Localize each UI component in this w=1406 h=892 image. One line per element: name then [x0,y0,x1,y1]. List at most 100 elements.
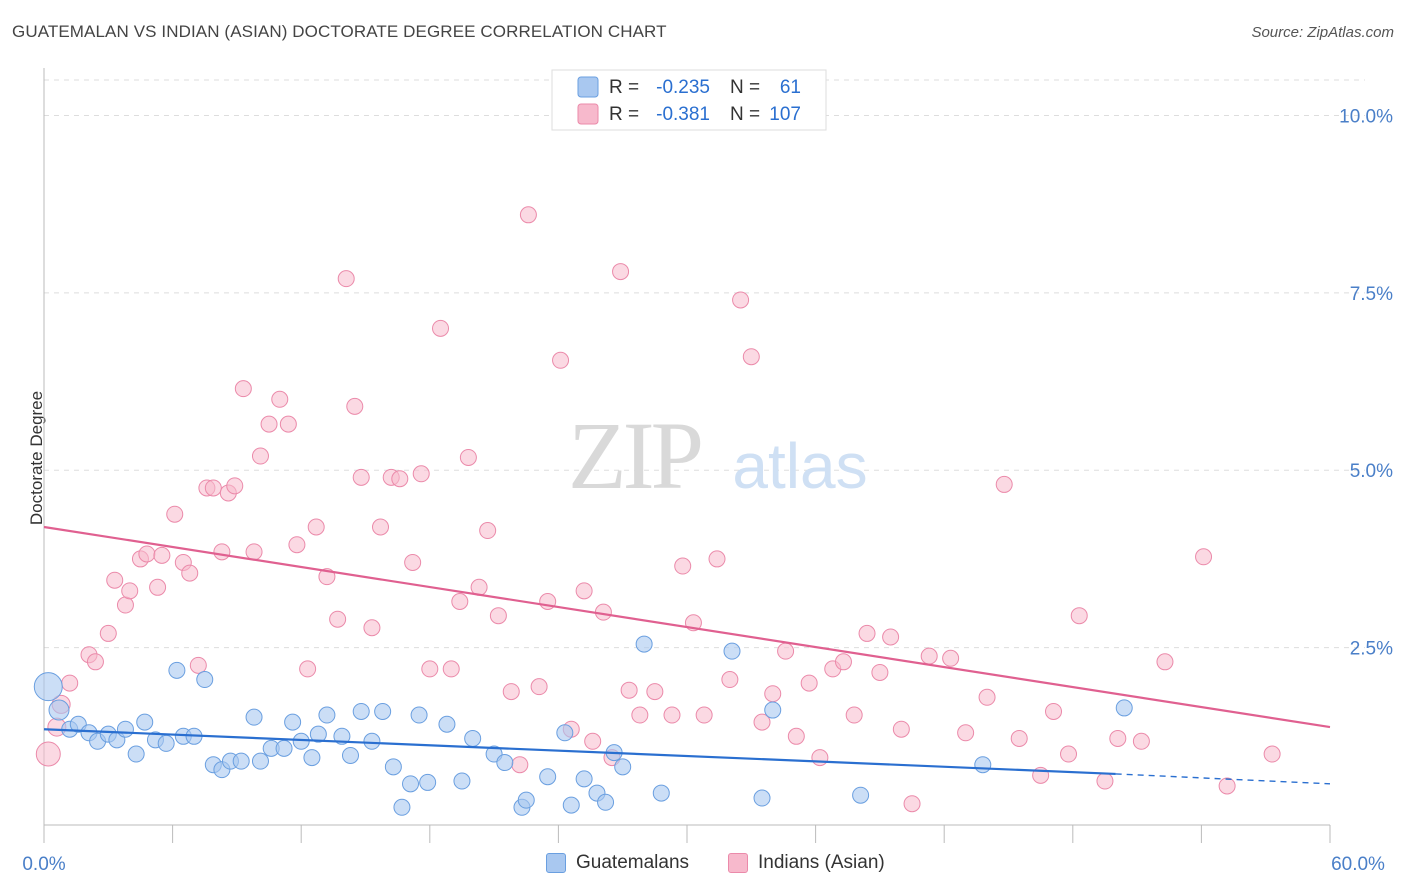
data-point-indians-asian [432,319,450,337]
data-point-indians-asian [234,380,252,398]
data-point-guatemalans [168,661,186,679]
series-guatemalans [33,635,1133,816]
data-point-indians-asian [646,683,664,701]
data-point-indians-asian [1045,702,1063,720]
chart-title: GUATEMALAN VS INDIAN (ASIAN) DOCTORATE D… [12,22,667,41]
data-point-guatemalans [614,758,632,776]
data-point-indians-asian [1195,548,1213,566]
data-point-guatemalans [419,773,437,791]
legend-r-value: -0.381 [656,104,710,125]
data-point-guatemalans [284,713,302,731]
data-point-guatemalans [517,791,535,809]
data-point-indians-asian [1096,772,1114,790]
data-point-indians-asian [35,741,61,767]
data-point-indians-asian [674,557,692,575]
data-point-indians-asian [612,263,630,281]
data-point-guatemalans [232,752,250,770]
data-point-guatemalans [575,770,593,788]
data-point-guatemalans [393,798,411,816]
data-point-indians-asian [552,351,570,369]
y-tick-label: 7.5% [1350,284,1393,305]
data-point-indians-asian [530,678,548,696]
data-point-guatemalans [539,768,557,786]
data-point-indians-asian [421,660,439,678]
data-point-guatemalans [318,706,336,724]
data-point-indians-asian [811,749,829,767]
data-point-indians-asian [882,628,900,646]
legend-item-guatemalans[interactable]: Guatemalans [546,852,689,874]
data-point-guatemalans [764,701,782,719]
series-indians-asian [35,206,1281,813]
data-point-indians-asian [116,596,134,614]
data-point-guatemalans [1115,699,1133,717]
legend-n-value: 107 [769,104,801,125]
data-point-guatemalans [157,734,175,752]
data-point-guatemalans [363,732,381,750]
data-point-guatemalans [196,671,214,689]
data-point-indians-asian [86,653,104,671]
legend-label-indians-asian: Indians (Asian) [758,852,885,873]
data-point-indians-asian [442,660,460,678]
data-point-guatemalans [333,727,351,745]
data-point-indians-asian [1010,729,1028,747]
data-point-guatemalans [753,789,771,807]
y-tick-label: 10.0% [1339,106,1393,127]
data-point-indians-asian [153,546,171,564]
data-point-guatemalans [556,724,574,742]
data-point-indians-asian [106,571,124,589]
data-point-indians-asian [502,683,520,701]
data-point-indians-asian [391,470,409,488]
data-point-indians-asian [181,564,199,582]
data-point-indians-asian [352,468,370,486]
data-point-indians-asian [260,415,278,433]
data-point-guatemalans [303,749,321,767]
data-point-indians-asian [412,465,430,483]
data-point-guatemalans [251,752,269,770]
data-point-indians-asian [1156,653,1174,671]
source-credit: Source: ZipAtlas.com [1251,24,1394,41]
data-point-indians-asian [871,663,889,681]
x-tick-label-min: 0.0% [22,854,65,875]
data-point-guatemalans [275,739,293,757]
tick-labels: 2.5% 5.0% 7.5% 10.0% 0.0% 60.0% [22,106,1393,875]
data-point-guatemalans [116,720,134,738]
legend-swatch-guatemalans [546,853,566,873]
data-point-guatemalans [852,786,870,804]
trend-line-indians-asian [43,525,1331,729]
data-point-indians-asian [742,348,760,366]
legend-swatch-indians-asian [728,853,748,873]
data-point-indians-asian [834,653,852,671]
legend-item-indians-asian[interactable]: Indians (Asian) [728,852,885,874]
data-point-indians-asian [489,607,507,625]
data-point-guatemalans [410,706,428,724]
legend-bottom: Guatemalans Indians (Asian) [0,850,1406,880]
data-point-guatemalans [136,713,154,731]
data-point-indians-asian [511,756,529,774]
data-point-indians-asian [519,206,537,224]
data-point-indians-asian [584,732,602,750]
data-point-guatemalans [127,745,145,763]
data-point-indians-asian [800,674,818,692]
trend-line-guatemalans [43,728,1116,776]
data-point-indians-asian [942,649,960,667]
data-point-indians-asian [204,479,222,497]
data-point-guatemalans [597,793,615,811]
data-point-guatemalans [652,784,670,802]
data-point-indians-asian [279,415,297,433]
data-point-indians-asian [346,397,364,415]
legend-n-label: N = [730,104,760,125]
data-point-guatemalans [309,725,327,743]
data-point-indians-asian [459,448,477,466]
data-point-indians-asian [226,477,244,495]
data-point-indians-asian [363,619,381,637]
legend-r-label: R = [609,104,639,125]
legend-n-value: 61 [780,77,801,98]
data-point-guatemalans [384,758,402,776]
data-point-indians-asian [695,706,713,724]
data-point-indians-asian [451,593,469,610]
data-point-guatemalans [48,699,70,721]
data-point-indians-asian [166,505,184,523]
data-point-indians-asian [479,522,497,540]
data-point-guatemalans [453,772,471,790]
